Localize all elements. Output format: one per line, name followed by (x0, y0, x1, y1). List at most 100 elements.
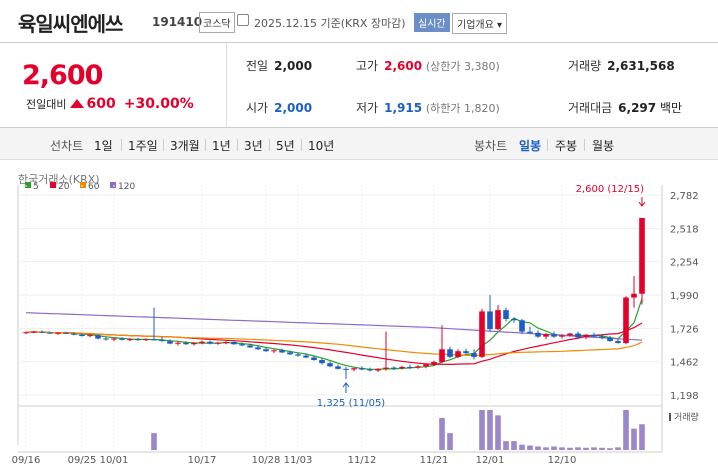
market-badge: 코스닥 (199, 12, 235, 33)
candle-body (31, 331, 37, 333)
y-tick-label: 1,462 (670, 358, 699, 369)
candle-body (463, 351, 469, 354)
min-label: 1,325 (11/05) (317, 398, 386, 409)
realtime-button[interactable]: 실시간 (414, 13, 450, 32)
candle-body (271, 350, 277, 352)
company-info-dropdown[interactable]: 기업개요 ▾ (452, 13, 507, 34)
candle-body (63, 332, 69, 334)
candle-body (623, 297, 629, 343)
candle-body (151, 339, 157, 341)
candle-body (143, 339, 149, 341)
min-arrow-icon (342, 382, 350, 393)
candle-body (431, 361, 437, 365)
candle-body (511, 318, 517, 321)
candle-body (359, 368, 365, 370)
candle-body (159, 339, 165, 342)
volume-label: 거래량 (674, 411, 699, 423)
legend-label: 5 (33, 182, 39, 192)
candle-body (455, 351, 461, 357)
source-label: 한국거래소(KRX) (18, 173, 100, 186)
period-3m[interactable]: 3개월 (170, 139, 200, 153)
candle-body (95, 335, 101, 339)
x-tick-label: 11/12 (348, 455, 377, 466)
y-axis: 2,782 2,518 2,254 1,990 1,726 1,462 1,198 (670, 191, 699, 402)
candle-body (167, 341, 173, 344)
candle-body (599, 336, 605, 338)
volume-bar (559, 447, 565, 450)
candle-body (39, 331, 45, 333)
stock-name: 육일씨엔에쓰 (18, 12, 123, 36)
legend-swatch (50, 182, 56, 188)
period-1w[interactable]: 1주일 (128, 139, 158, 153)
high-price: 고가 2,600 (상한가 3,380) (356, 59, 500, 73)
volume-bar (495, 415, 501, 450)
candle-body (391, 367, 397, 369)
date-text: 2025.12.15 기준(KRX 장마감) (254, 17, 406, 30)
legend-swatch (25, 182, 31, 188)
x-axis: 09/16 09/25 10/01 10/17 10/28 11/03 11/12 11/21… (12, 455, 577, 466)
candle-daily[interactable]: 일봉 (519, 139, 542, 153)
y-tick-label: 2,518 (670, 224, 699, 235)
candle-body (567, 333, 573, 336)
candle-body (23, 332, 29, 334)
volume-bar (511, 441, 517, 450)
period-10y[interactable]: 10년 (308, 139, 335, 153)
max-arrow-icon (638, 197, 646, 207)
prev-close: 전일 2,000 (246, 59, 313, 73)
period-3y[interactable]: 3년 (244, 139, 263, 153)
max-label: 2,600 (12/15) (576, 184, 645, 195)
candle-body (551, 334, 557, 337)
ma120-line (25, 312, 643, 341)
volume-marker (669, 413, 671, 421)
volume-bar (487, 410, 493, 450)
candle-body (471, 353, 477, 357)
candle-body (287, 352, 293, 355)
period-1y[interactable]: 1년 (212, 139, 231, 153)
candle-body (207, 341, 213, 344)
candle-body (351, 368, 357, 370)
grid (17, 185, 663, 453)
price-summary: 2,600 전일대비 600 +30.00% 전일 2,000 시가 2,000 고가 2… (0, 42, 718, 128)
volume-bar (599, 447, 605, 450)
candle-body (119, 338, 125, 340)
candle-body (439, 349, 445, 362)
candle-body (255, 347, 261, 350)
legend-label: 120 (118, 182, 135, 192)
ma-legend: 5 20 60 120 (25, 182, 135, 192)
candle-body (183, 342, 189, 345)
candle-body (407, 366, 413, 368)
volume-bar (639, 424, 645, 450)
y-tick-label: 2,782 (670, 191, 699, 202)
volume-bar (583, 447, 589, 450)
candle-body (71, 333, 77, 335)
change-row: 전일대비 600 +30.00% (26, 96, 194, 112)
candle-body (423, 364, 429, 367)
candle-body (311, 357, 317, 361)
volume-bar (527, 445, 533, 450)
candle-body (519, 320, 525, 332)
y-tick-label: 2,254 (670, 258, 699, 269)
ma5-line (25, 298, 643, 370)
stock-chart[interactable]: 한국거래소(KRX) 5 20 60 120 2,782 2,518 2,254 1,990… (0, 160, 718, 474)
candle-body (239, 344, 245, 346)
candle-monthly[interactable]: 월봉 (592, 139, 615, 153)
candle-body (631, 293, 637, 298)
volume-bar (439, 418, 445, 450)
candle-body (503, 310, 509, 319)
candle-body (223, 341, 229, 343)
line-chart-label[interactable]: 선차트 (50, 139, 84, 153)
x-tick-label: 10/28 (252, 455, 281, 466)
candle-body (447, 349, 453, 357)
x-tick-label: 12/10 (548, 455, 577, 466)
period-5y[interactable]: 5년 (276, 139, 295, 153)
candle-weekly[interactable]: 주봉 (555, 139, 578, 153)
candle-body (343, 368, 349, 370)
candle-chart-label[interactable]: 봉차트 (474, 139, 508, 153)
candle-body (367, 369, 373, 371)
period-1d[interactable]: 1일 (94, 139, 113, 153)
candle-body (191, 342, 197, 345)
candle-body (327, 363, 333, 367)
legend-label: 20 (58, 182, 70, 192)
volume-bar (479, 410, 485, 450)
clock-icon (237, 14, 249, 26)
